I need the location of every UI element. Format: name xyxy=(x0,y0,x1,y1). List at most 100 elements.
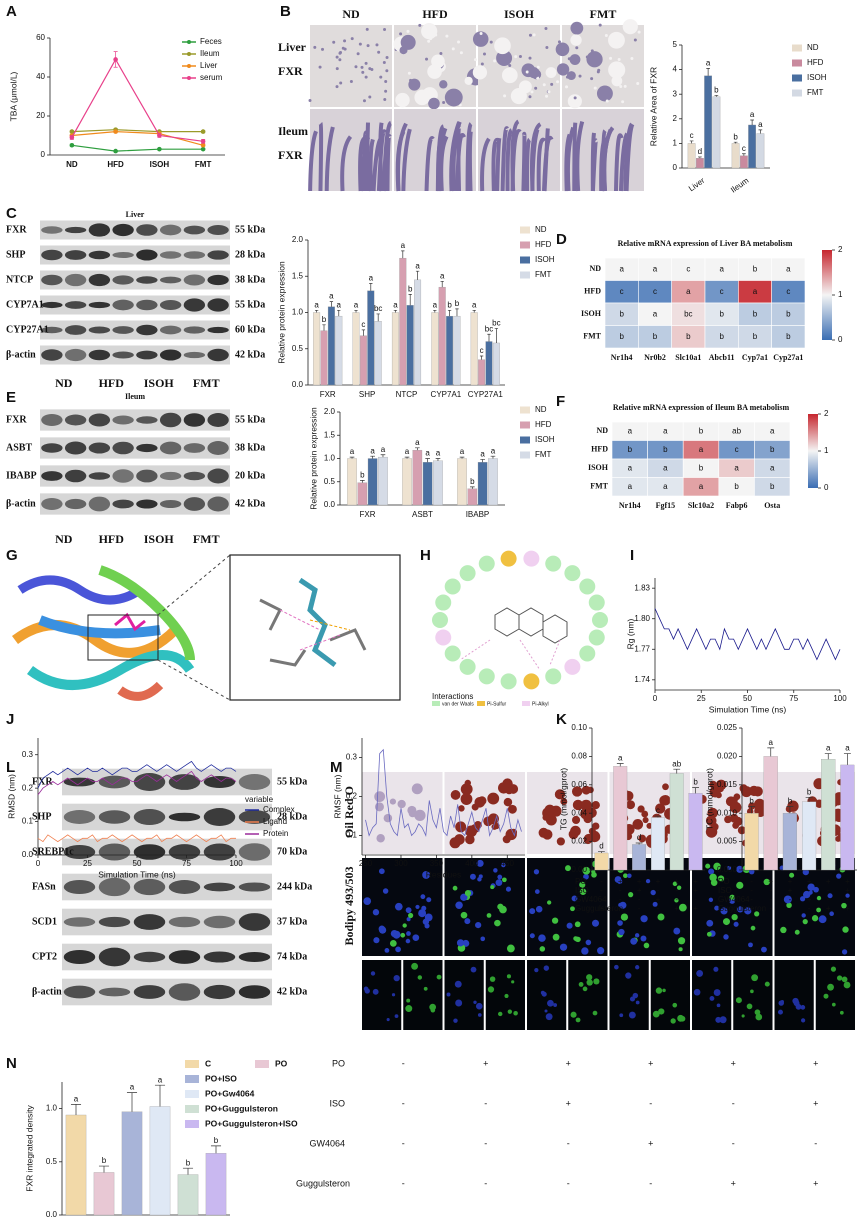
residue xyxy=(545,668,562,685)
y-tick-label: 0.2 xyxy=(22,783,34,792)
band xyxy=(133,844,166,860)
error-bar xyxy=(433,309,437,313)
y-tick-label: 0.08 xyxy=(571,752,587,761)
y-tick-label: 20 xyxy=(36,111,45,120)
y-tick-label: 0.020 xyxy=(717,752,738,761)
significance-letter: c xyxy=(361,320,365,329)
cell xyxy=(724,815,732,824)
cell xyxy=(372,988,379,995)
cell xyxy=(630,937,638,945)
cell xyxy=(629,996,636,1002)
cell xyxy=(831,1002,836,1007)
cell xyxy=(455,999,463,1007)
bar xyxy=(378,456,388,506)
condition-mark: + xyxy=(566,1058,571,1068)
cell xyxy=(677,1014,684,1022)
cell xyxy=(405,907,412,914)
error-bar xyxy=(742,153,746,156)
error-bar xyxy=(404,456,410,459)
cell xyxy=(540,990,545,995)
cell xyxy=(571,895,578,902)
cell xyxy=(547,999,554,1007)
condition-mark: - xyxy=(402,1178,405,1188)
residue xyxy=(588,594,605,611)
legend-label: Complex xyxy=(263,805,295,814)
cell xyxy=(464,779,471,787)
cell xyxy=(493,868,498,873)
cell xyxy=(623,873,628,879)
band xyxy=(88,250,111,260)
legend-swatch xyxy=(520,241,530,249)
band xyxy=(136,416,158,424)
band xyxy=(168,844,201,860)
cell xyxy=(643,942,650,949)
band xyxy=(41,326,63,334)
condition-mark: - xyxy=(402,1138,405,1148)
legend-label: HFD xyxy=(807,58,824,67)
kda-label: 55 kDa xyxy=(235,224,265,235)
residue xyxy=(579,645,596,662)
cell xyxy=(696,969,704,977)
band xyxy=(88,472,111,480)
tissue xyxy=(375,43,379,47)
error-bar xyxy=(349,456,355,459)
band xyxy=(133,773,166,791)
tissue xyxy=(368,138,375,192)
band xyxy=(159,471,182,481)
significance-letter: a xyxy=(491,446,496,455)
cell xyxy=(390,930,398,938)
cell xyxy=(585,939,592,946)
blot-strip xyxy=(40,345,230,365)
cell xyxy=(426,897,432,903)
residue xyxy=(523,550,540,567)
tissue xyxy=(350,37,354,41)
significance-letter: a xyxy=(753,287,758,296)
condition-mark: - xyxy=(769,895,772,904)
band xyxy=(238,882,271,892)
residue xyxy=(588,629,605,646)
condition-mark: - xyxy=(600,886,603,895)
x-tick-label: CYP7A1 xyxy=(431,390,462,399)
significance-letter: c xyxy=(735,445,739,454)
cell xyxy=(672,1002,678,1008)
condition-mark: + xyxy=(826,904,831,913)
x-tick-label: 350 xyxy=(430,859,444,868)
cell xyxy=(363,986,369,992)
tissue xyxy=(601,128,613,192)
cell xyxy=(454,980,462,988)
point xyxy=(200,146,206,152)
micrograph xyxy=(815,960,855,1030)
cell xyxy=(677,937,686,945)
cell xyxy=(652,901,658,907)
cell xyxy=(706,815,717,827)
bar xyxy=(313,312,321,386)
band xyxy=(203,843,236,861)
band xyxy=(207,250,229,260)
tissue xyxy=(377,50,381,54)
condition-mark: + xyxy=(648,1138,653,1148)
tissue xyxy=(418,23,422,27)
bar xyxy=(821,759,836,871)
significance-letter: a xyxy=(663,482,668,491)
x-tick-label: FXR xyxy=(360,510,376,519)
residue xyxy=(564,565,581,582)
kda-label: 42 kDa xyxy=(277,986,307,997)
cell xyxy=(529,908,536,915)
cell xyxy=(705,826,718,838)
band xyxy=(64,348,87,362)
tissue xyxy=(395,130,406,192)
condition-mark: + xyxy=(674,904,679,913)
error-bar xyxy=(182,1167,194,1175)
cell xyxy=(750,989,754,994)
cell xyxy=(693,988,701,996)
tissue xyxy=(500,126,509,192)
tissue xyxy=(496,50,513,66)
significance-letter: a xyxy=(433,300,438,309)
cell xyxy=(845,893,850,898)
cell xyxy=(503,797,513,807)
tissue xyxy=(421,23,438,40)
protein-label: ASBT xyxy=(6,442,32,453)
error-bar xyxy=(376,313,380,322)
cell xyxy=(581,785,591,795)
tissue xyxy=(508,64,512,68)
